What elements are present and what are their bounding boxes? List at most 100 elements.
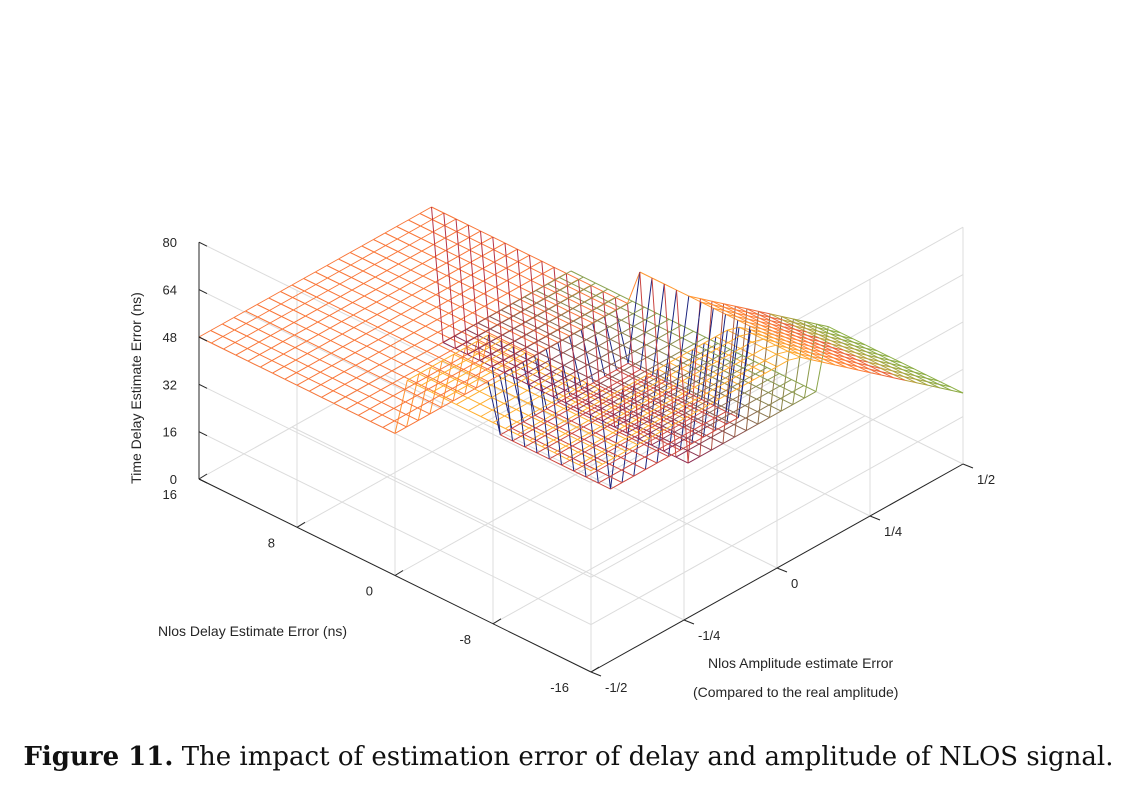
mesh-segment bbox=[760, 321, 773, 329]
mesh-segment bbox=[498, 349, 511, 357]
mesh-segment bbox=[583, 419, 596, 428]
mesh-segment bbox=[773, 334, 786, 338]
mesh-segment bbox=[400, 301, 413, 309]
mesh-segment bbox=[467, 354, 481, 362]
mesh-segment bbox=[468, 409, 482, 417]
mesh-segment bbox=[792, 397, 805, 406]
mesh-segment bbox=[513, 321, 527, 330]
mesh-segment bbox=[642, 406, 655, 414]
mesh-segment bbox=[822, 358, 835, 362]
mesh-segment bbox=[664, 283, 677, 291]
mesh-segment bbox=[564, 370, 577, 379]
mesh-segment bbox=[381, 395, 394, 403]
mesh-segment bbox=[639, 277, 653, 370]
mesh-segment bbox=[771, 323, 785, 331]
mesh-segment bbox=[614, 297, 628, 434]
mesh-segment bbox=[293, 315, 306, 324]
mesh-segment bbox=[693, 336, 707, 345]
mesh-segment bbox=[559, 283, 572, 291]
mesh-segment bbox=[427, 375, 441, 383]
mesh-segment bbox=[496, 324, 510, 332]
mesh-segment bbox=[375, 270, 388, 278]
mesh-segment bbox=[408, 225, 421, 233]
mesh-segment bbox=[234, 342, 248, 350]
mesh-segment bbox=[795, 332, 809, 340]
mesh-segment bbox=[881, 374, 894, 379]
mesh-segment bbox=[280, 303, 294, 311]
mesh-segment bbox=[705, 336, 719, 344]
mesh-segment bbox=[828, 329, 841, 334]
mesh-segment bbox=[460, 306, 473, 314]
mesh-segment bbox=[411, 294, 425, 302]
mesh-segment bbox=[573, 333, 587, 341]
mesh-segment bbox=[688, 295, 702, 303]
mesh-segment bbox=[796, 339, 809, 343]
mesh-segment bbox=[585, 320, 598, 328]
mesh-segment bbox=[516, 371, 529, 380]
mesh-segment bbox=[546, 408, 560, 416]
mesh-segment bbox=[880, 367, 893, 375]
mesh-segment bbox=[294, 347, 308, 355]
mesh-segment bbox=[650, 425, 663, 433]
mesh-segment bbox=[803, 324, 818, 399]
mesh-segment bbox=[525, 358, 538, 366]
mesh-segment bbox=[516, 409, 529, 416]
mesh-segment bbox=[652, 283, 665, 376]
mesh-segment bbox=[856, 362, 869, 367]
mesh-segment bbox=[939, 387, 952, 391]
mesh-segment bbox=[503, 353, 516, 361]
mesh-segment bbox=[818, 334, 832, 342]
mesh-segment bbox=[637, 413, 651, 421]
mesh-segment bbox=[560, 295, 573, 304]
mesh-segment bbox=[537, 315, 550, 323]
mesh-segment bbox=[497, 336, 511, 344]
mesh-segment bbox=[889, 359, 902, 364]
mesh-segment bbox=[469, 255, 483, 264]
mesh-segment bbox=[222, 323, 235, 331]
mesh-segment bbox=[283, 347, 296, 355]
mesh-segment bbox=[524, 290, 537, 298]
mesh-segment bbox=[379, 364, 393, 372]
mesh-segment bbox=[682, 362, 696, 370]
mesh-segment bbox=[560, 302, 574, 310]
mesh-segment bbox=[621, 475, 635, 484]
mesh-segment bbox=[762, 331, 775, 339]
mesh-segment bbox=[409, 238, 422, 246]
mesh-segment bbox=[737, 319, 751, 327]
mesh-segment bbox=[551, 364, 565, 373]
mesh-segment bbox=[328, 302, 342, 310]
mesh-segment bbox=[421, 250, 435, 258]
mesh-segment bbox=[447, 281, 460, 289]
mesh-segment bbox=[699, 449, 712, 458]
mesh-segment bbox=[402, 351, 416, 359]
mesh-segment bbox=[703, 336, 717, 344]
mesh-segment bbox=[758, 310, 772, 318]
mesh-segment bbox=[452, 393, 466, 402]
mesh-segment bbox=[730, 361, 744, 369]
mesh-segment bbox=[373, 245, 386, 253]
mesh-segment bbox=[456, 231, 470, 239]
mesh-segment bbox=[391, 357, 404, 365]
mesh-segment bbox=[626, 426, 639, 434]
mesh-segment bbox=[598, 476, 611, 484]
mesh-segment bbox=[670, 337, 683, 345]
mesh-segment bbox=[572, 295, 585, 303]
mesh-segment bbox=[644, 306, 658, 314]
mesh-segment bbox=[475, 374, 489, 382]
mesh-segment bbox=[749, 322, 762, 326]
mesh-segment bbox=[635, 400, 648, 408]
mesh-segment bbox=[891, 366, 904, 371]
mesh-segment bbox=[575, 364, 588, 372]
mesh-segment bbox=[479, 341, 492, 349]
mesh-segment bbox=[893, 377, 906, 381]
caption-text: The impact of estimation error of delay … bbox=[181, 742, 1114, 772]
mesh-segment bbox=[329, 308, 342, 317]
mesh-segment bbox=[447, 287, 461, 295]
mesh-segment bbox=[599, 394, 612, 403]
mesh-segment bbox=[604, 369, 617, 377]
mesh-segment bbox=[613, 394, 626, 403]
mesh-segment bbox=[478, 365, 491, 373]
mesh-segment bbox=[797, 342, 811, 350]
mesh-segment bbox=[516, 421, 530, 429]
mesh-segment bbox=[501, 352, 515, 360]
